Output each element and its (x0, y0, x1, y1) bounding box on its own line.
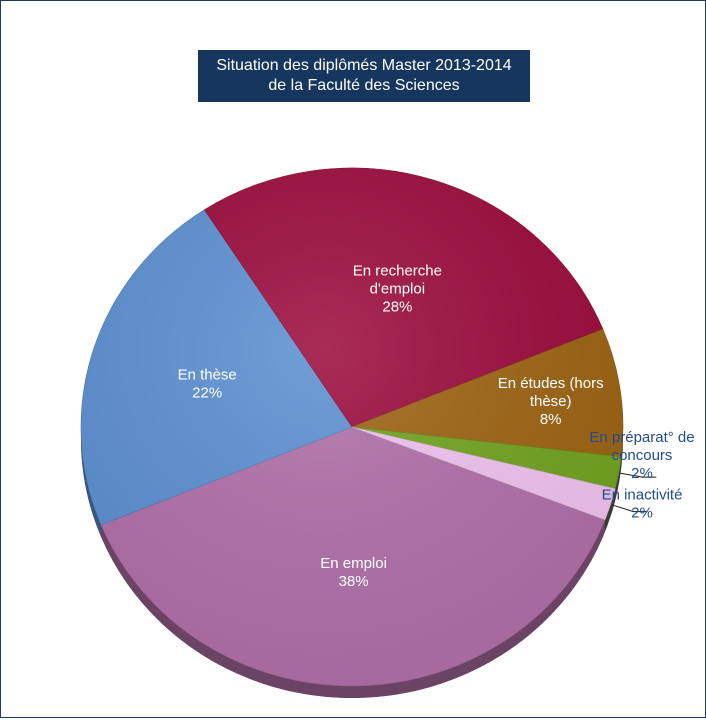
slice-label-en-preparat-de-line-3: 2% (631, 465, 653, 482)
chart-title: Situation des diplômés Master 2013-2014 … (198, 50, 530, 102)
slice-label-en-these-line-1: En thèse (178, 367, 237, 384)
leader-line-en-preparat-de (620, 472, 657, 478)
chart-title-line-1: Situation des diplômés Master 2013-2014 (216, 57, 512, 74)
slice-label-en-etudes-hors: En études (hors thèse) 8% (498, 375, 604, 428)
slice-label-en-these-line-2: 22% (192, 385, 222, 402)
slice-label-en-preparat-de-line-2: concours (612, 447, 673, 464)
slice-label-en-preparat-de: En préparat° de concours 2% (589, 429, 694, 482)
slice-label-en-recherche: En recherche d'emploi 28% (353, 263, 442, 316)
slice-label-en-preparat-de-line-1: En préparat° de (589, 429, 694, 446)
slice-label-en-recherche-line-2: d'emploi (370, 281, 425, 298)
slice-label-en-recherche-line-3: 28% (382, 299, 412, 316)
slice-label-en-recherche-line-1: En recherche (353, 263, 442, 280)
slice-label-en-emploi-line-1: En emploi (320, 555, 387, 572)
slice-label-en-these: En thèse 22% (178, 367, 237, 402)
slice-label-en-emploi-line-2: 38% (339, 573, 369, 590)
slice-label-en-inactivite-line-1: En inactivité (602, 487, 683, 504)
slice-label-en-etudes-hors-line-1: En études (hors (498, 375, 604, 392)
slice-label-en-inactivite-line-2: 2% (631, 505, 653, 522)
slice-label-en-etudes-hors-line-2: thèse) (530, 393, 572, 410)
leader-line-en-inactivite (612, 504, 648, 513)
slice-label-en-inactivite: En inactivité 2% (602, 487, 683, 522)
slice-label-en-emploi: En emploi 38% (320, 555, 387, 590)
slice-label-en-etudes-hors-line-3: 8% (540, 411, 562, 428)
chart-title-line-2: de la Faculté des Sciences (268, 77, 460, 94)
